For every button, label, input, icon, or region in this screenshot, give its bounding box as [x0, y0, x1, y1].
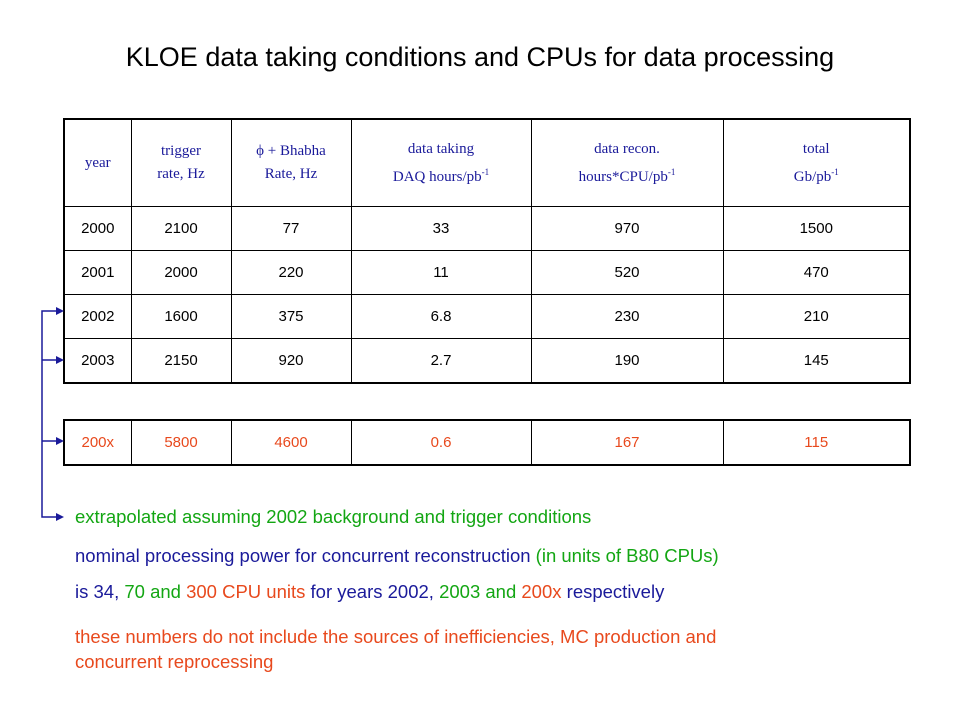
table-row: 2001 2000 220 11 520 470	[63, 250, 911, 295]
extrapolated-row: 200x 5800 4600 0.6 167 115	[63, 419, 911, 466]
table-cell: 2003	[63, 338, 132, 384]
table-row: 2002 1600 375 6.8 230 210	[63, 294, 911, 339]
table-cell: 2000	[130, 250, 232, 295]
table-cell: 4600	[230, 419, 352, 466]
header-data-taking: data taking DAQ hours/pb-1	[350, 118, 532, 207]
table-row: 2003 2150 920 2.7 190 145	[63, 338, 911, 384]
table-cell: 2002	[63, 294, 132, 339]
table-cell: 145	[722, 338, 911, 384]
note-extrapolated: extrapolated assuming 2002 background an…	[75, 506, 592, 527]
bracket-line	[41, 310, 58, 518]
table-cell: 2100	[130, 206, 232, 251]
table-cell: 190	[530, 338, 724, 384]
data-taking-table: year trigger rate, Hz ϕ + Bhabha Rate, Hz …	[63, 118, 911, 384]
extrapolated-table: 200x 5800 4600 0.6 167 115	[63, 419, 911, 466]
table-cell: 2001	[63, 250, 132, 295]
note-inefficiencies-line2: concurrent reprocessing	[75, 651, 274, 672]
table-cell: 210	[722, 294, 911, 339]
arrow-head-icon	[56, 307, 64, 315]
header-data-recon: data recon. hours*CPU/pb-1	[530, 118, 724, 207]
note-cpu-units: is 34, 70 and 300 CPU units for years 20…	[75, 581, 665, 602]
table-cell: 2.7	[350, 338, 532, 384]
note-nominal-power: nominal processing power for concurrent …	[75, 545, 719, 566]
table-cell: 77	[230, 206, 352, 251]
table-cell: 920	[230, 338, 352, 384]
arrow-head-icon	[56, 356, 64, 364]
table-cell: 2150	[130, 338, 232, 384]
header-total: total Gb/pb-1	[722, 118, 911, 207]
table-cell: 1600	[130, 294, 232, 339]
table-cell: 375	[230, 294, 352, 339]
table-cell: 167	[530, 419, 724, 466]
table-cell: 470	[722, 250, 911, 295]
table-header-row: year trigger rate, Hz ϕ + Bhabha Rate, Hz …	[63, 118, 911, 207]
table-cell: 200x	[63, 419, 132, 466]
note-inefficiencies-line1: these numbers do not include the sources…	[75, 626, 717, 647]
page-title: KLOE data taking conditions and CPUs for…	[125, 42, 835, 72]
table-cell: 115	[722, 419, 911, 466]
table-cell: 6.8	[350, 294, 532, 339]
arrow-head-icon	[56, 513, 64, 521]
table-cell: 5800	[130, 419, 232, 466]
header-bhabha-rate: ϕ + Bhabha Rate, Hz	[230, 118, 352, 207]
arrow-head-icon	[56, 437, 64, 445]
table-cell: 1500	[722, 206, 911, 251]
table-cell: 230	[530, 294, 724, 339]
table-cell: 520	[530, 250, 724, 295]
table-cell: 220	[230, 250, 352, 295]
